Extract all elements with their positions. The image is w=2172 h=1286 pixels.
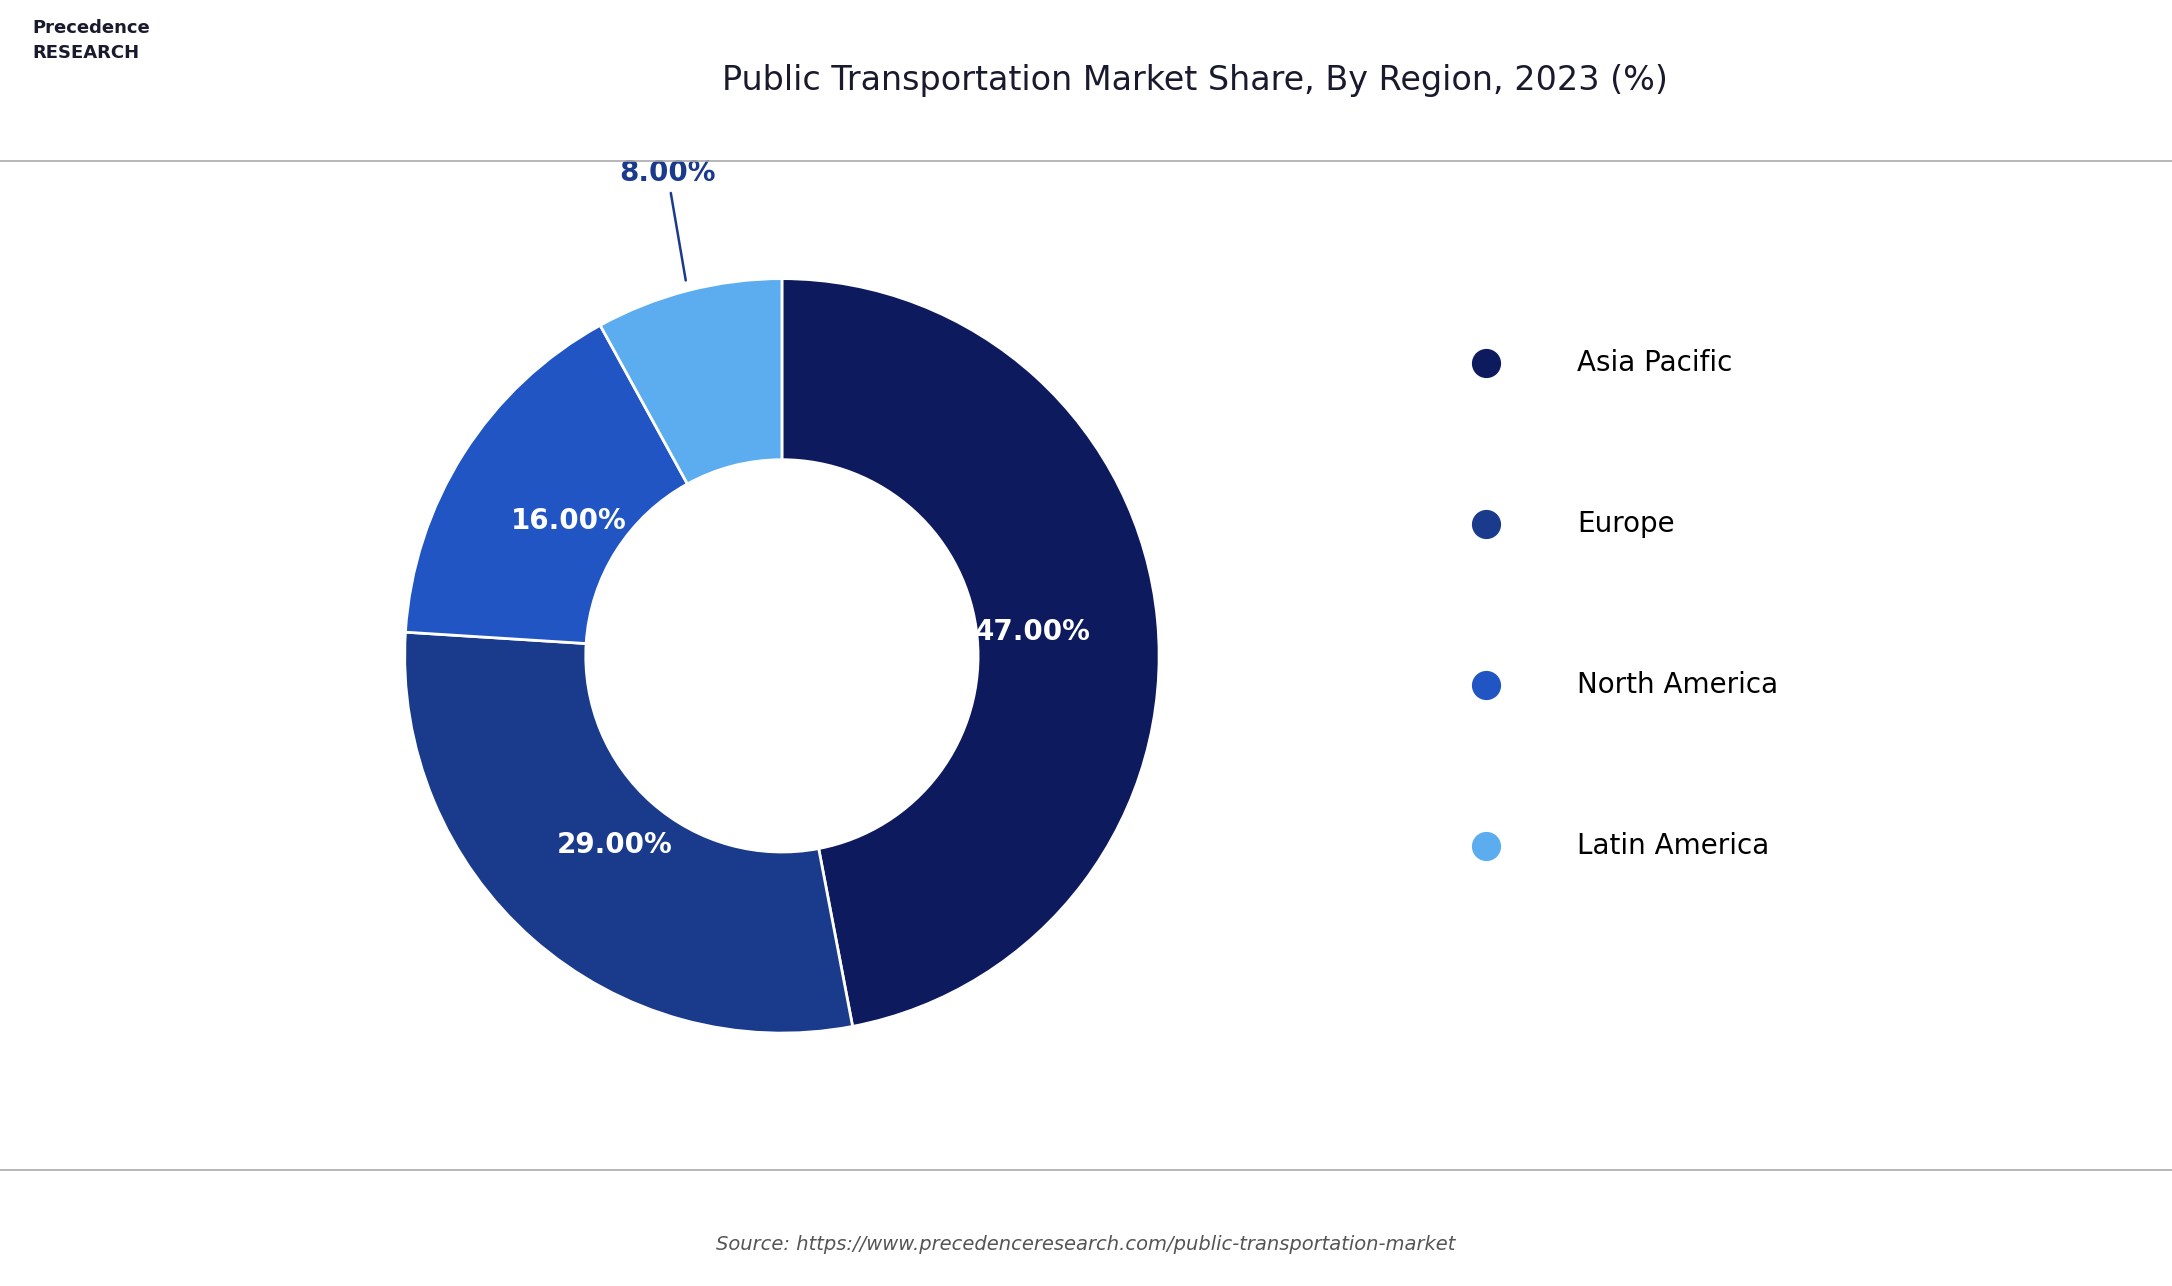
Text: Public Transportation Market Share, By Region, 2023 (%): Public Transportation Market Share, By R…	[721, 64, 1668, 98]
Text: Precedence
RESEARCH: Precedence RESEARCH	[33, 19, 150, 62]
Point	[1468, 513, 1503, 535]
Text: 8.00%: 8.00%	[619, 159, 717, 280]
Point	[1468, 836, 1503, 856]
Text: North America: North America	[1577, 671, 1779, 698]
Text: Latin America: Latin America	[1577, 832, 1770, 859]
Point	[1468, 352, 1503, 373]
Wedge shape	[599, 279, 782, 484]
Text: Europe: Europe	[1577, 511, 1675, 538]
Wedge shape	[406, 325, 686, 643]
Text: Asia Pacific: Asia Pacific	[1577, 350, 1733, 377]
Text: 29.00%: 29.00%	[558, 831, 673, 859]
Wedge shape	[782, 279, 1160, 1026]
Point	[1468, 674, 1503, 694]
Text: Source: https://www.precedenceresearch.com/public-transportation-market: Source: https://www.precedenceresearch.c…	[717, 1235, 1455, 1254]
Text: 47.00%: 47.00%	[975, 619, 1090, 646]
Text: 16.00%: 16.00%	[510, 507, 628, 535]
Wedge shape	[404, 633, 854, 1033]
